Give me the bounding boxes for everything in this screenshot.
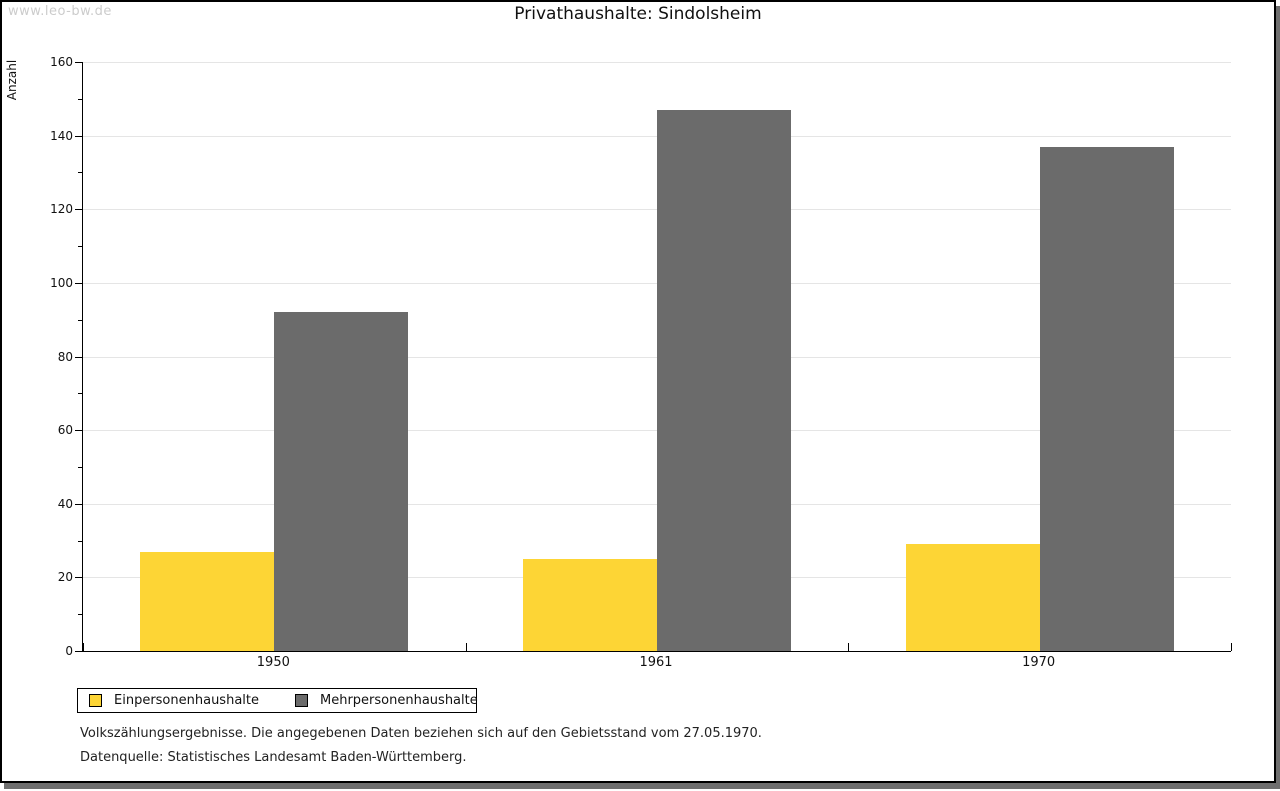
y-tick-label-60: 60 [57,423,73,438]
footnote-source-note: Volkszählungsergebnisse. Die angegebenen… [80,726,762,741]
legend-item-Mehrpersonenhaushalte: Mehrpersonenhaushalte [295,693,478,708]
y-major-tick-20 [75,577,83,579]
legend-swatch-Einpersonenhaushalte [89,694,102,707]
legend-label: Mehrpersonenhaushalte [320,693,478,708]
y-major-tick-60 [75,430,83,432]
x-boundary-tick-0 [83,643,84,651]
y-major-tick-80 [75,356,83,358]
y-minor-tick-50 [78,466,83,468]
bar-1970-Mehrpersonenhaushalte [1039,146,1174,651]
x-category-label-1961: 1961 [639,655,673,670]
y-minor-tick-110 [78,246,83,248]
y-axis-title: Anzahl [5,59,19,101]
y-minor-tick-150 [78,98,83,100]
y-major-tick-120 [75,209,83,211]
y-tick-label-100: 100 [50,275,73,290]
x-boundary-tick-3 [1231,643,1232,651]
y-tick-label-160: 160 [50,55,73,69]
y-tick-label-120: 120 [50,202,73,217]
legend-swatch-Mehrpersonenhaushalte [295,694,308,707]
y-tick-label-140: 140 [50,128,73,143]
y-minor-tick-70 [78,393,83,395]
plot-area: 0 20 40 60 80 100 120 140 160 [50,55,1232,658]
y-minor-tick-10 [78,614,83,616]
y-major-tick-0 [75,651,83,652]
bar-1950-Einpersonenhaushalte [140,551,275,651]
y-minor-tick-130 [78,172,83,174]
y-tick-label-40: 40 [57,496,73,511]
x-boundary-tick-2 [848,643,849,651]
gridline-y-160 [83,62,1231,63]
legend: Einpersonenhaushalte Mehrpersonenhaushalt… [77,688,478,713]
y-major-tick-140 [75,135,83,137]
bar-1961-Mehrpersonenhaushalte [657,109,791,651]
x-category-label-1950: 1950 [256,655,290,670]
bar-1970-Einpersonenhaushalte [905,544,1040,651]
x-boundary-tick-1 [466,643,467,651]
y-major-tick-40 [75,503,83,505]
legend-item-Einpersonenhaushalte: Einpersonenhaushalte [89,693,259,708]
footnote-data-source: Datenquelle: Statistisches Landesamt Bad… [80,750,467,765]
y-tick-label-80: 80 [57,349,73,364]
watermark-text: www.leo-bw.de [8,4,112,19]
bar-1950-Mehrpersonenhaushalte [274,312,409,651]
legend-label: Einpersonenhaushalte [114,693,259,708]
y-major-tick-100 [75,282,83,284]
chart-title: Privathaushalte: Sindolsheim [514,4,762,24]
y-tick-label-0: 0 [65,644,73,658]
y-tick-label-20: 20 [57,570,73,585]
y-minor-tick-90 [78,319,83,321]
bar-1961-Einpersonenhaushalte [523,558,657,651]
x-category-label-1970: 1970 [1022,655,1056,670]
y-major-tick-160 [75,62,83,63]
y-minor-tick-30 [78,540,83,542]
